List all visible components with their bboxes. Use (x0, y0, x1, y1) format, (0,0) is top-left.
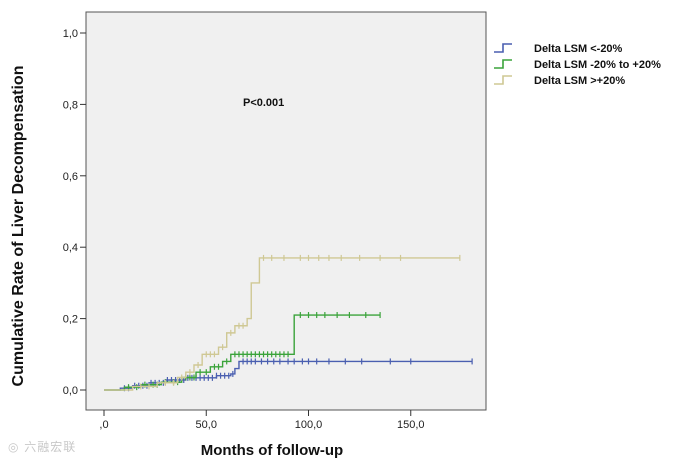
y-tick-label: 0,6 (63, 171, 78, 183)
legend-entry: Delta LSM >+20% (494, 75, 625, 87)
x-tick-label: 150,0 (397, 419, 425, 431)
y-tick-label: 0,0 (63, 385, 78, 397)
y-tick-label: 0,2 (63, 314, 78, 326)
legend-label: Delta LSM <-20% (534, 43, 623, 55)
series-3 (104, 254, 461, 391)
legend-swatch (494, 75, 512, 85)
watermark: ◎ 六融宏联 (8, 440, 77, 454)
legend-swatch (494, 59, 512, 69)
y-tick-label: 0,4 (63, 242, 78, 254)
y-tick-label: 1,0 (63, 28, 78, 40)
plot-background (85, 11, 487, 411)
x-tick-label: 100,0 (295, 419, 323, 431)
legend-entry: Delta LSM -20% to +20% (494, 59, 661, 71)
legend-label: Delta LSM -20% to +20% (534, 59, 661, 71)
legend-swatch (494, 43, 512, 53)
y-axis-title: Cumulative Rate of Liver Decompensation (10, 66, 27, 387)
p-value-annotation: P<0.001 (243, 97, 284, 109)
legend-label: Delta LSM >+20% (534, 75, 625, 87)
legend-entry: Delta LSM <-20% (494, 43, 623, 55)
x-axis-title: Months of follow-up (201, 442, 343, 459)
x-tick-label: ,0 (99, 419, 108, 431)
x-tick-label: 50,0 (196, 419, 217, 431)
y-tick-label: 0,8 (63, 99, 78, 111)
